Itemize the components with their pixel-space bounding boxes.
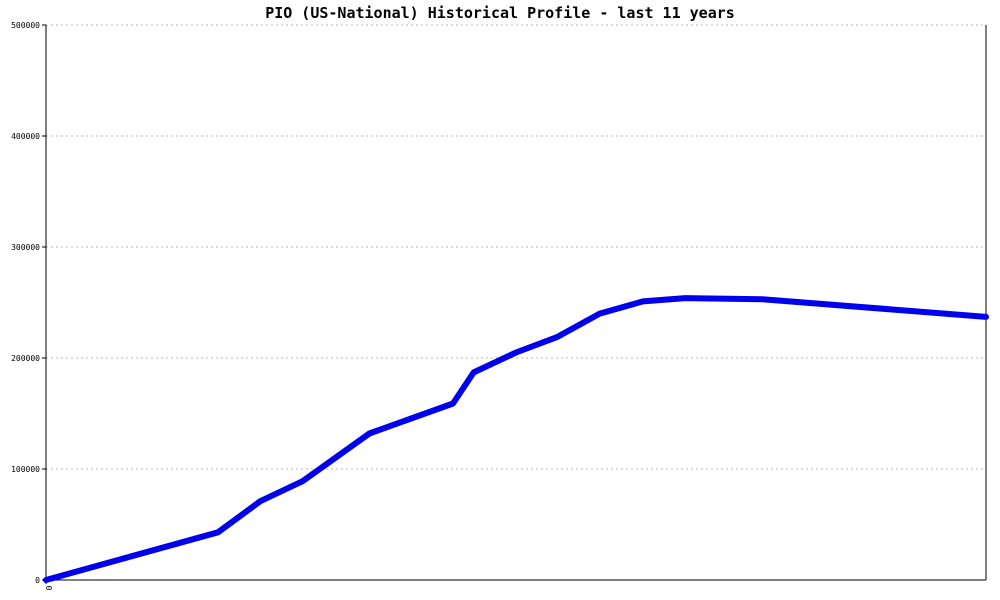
y-tick-label: 200000 <box>11 354 40 363</box>
series-line <box>43 295 989 583</box>
chart-title: PIO (US-National) Historical Profile - l… <box>265 4 735 22</box>
y-tick-label: 400000 <box>11 132 40 141</box>
grid-lines <box>46 24 986 470</box>
y-axis-ticks: 0 100000 200000 300000 400000 500000 <box>11 21 46 585</box>
y-tick-label: 300000 <box>11 243 40 252</box>
y-tick-label: 0 <box>35 576 40 585</box>
y-tick-label: 100000 <box>11 465 40 474</box>
x-tick-label: 0 <box>44 586 53 591</box>
axes <box>45 25 987 581</box>
series-group <box>43 295 989 583</box>
y-tick-label: 500000 <box>11 21 40 30</box>
